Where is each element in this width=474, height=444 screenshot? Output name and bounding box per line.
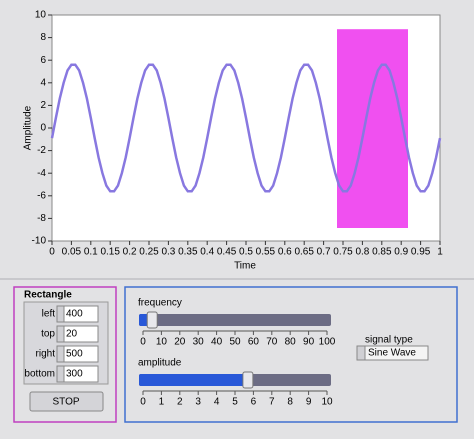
x-axis-label: Time [234, 261, 256, 272]
slider-tick-label: 1 [159, 397, 165, 408]
slider-label: amplitude [138, 358, 182, 369]
signal-type-value[interactable]: Sine Wave [368, 348, 416, 359]
field-label: left [42, 309, 56, 320]
field-value[interactable]: 400 [66, 309, 83, 320]
slider-tick-label: 60 [248, 337, 260, 348]
x-tick-label: 0.7 [317, 247, 331, 258]
slider-tick-label: 30 [193, 337, 205, 348]
x-tick-label: 0.2 [123, 247, 137, 258]
slider-tick-label: 4 [214, 397, 220, 408]
slider-tick-label: 3 [195, 397, 201, 408]
field-box[interactable] [63, 325, 99, 343]
field-value[interactable]: 500 [66, 349, 83, 360]
field-spinner[interactable] [56, 365, 65, 383]
slider-thumb[interactable] [146, 311, 158, 329]
x-tick-label: 0.4 [200, 247, 214, 258]
x-tick-label: 0.35 [178, 247, 198, 258]
ring-box[interactable] [364, 345, 429, 361]
x-tick-label: 0.55 [256, 247, 276, 258]
x-tick-label: 0.15 [100, 247, 120, 258]
x-tick-label: 0.25 [139, 247, 159, 258]
slider-thumb[interactable] [242, 371, 254, 389]
x-tick-label: 0.3 [161, 247, 175, 258]
slider-tick-label: 40 [211, 337, 223, 348]
y-tick-label: 2 [40, 100, 46, 111]
slider-tick-label: 7 [269, 397, 275, 408]
field-value[interactable]: 300 [66, 369, 83, 380]
field-box[interactable] [63, 345, 99, 363]
y-tick-label: 8 [40, 32, 46, 43]
slider-label: frequency [138, 298, 182, 309]
slider-tick-label: 0 [140, 397, 146, 408]
x-tick-label: 0.95 [411, 247, 431, 258]
field-label: right [36, 349, 56, 360]
y-tick-label: 6 [40, 55, 46, 66]
x-tick-label: 0.65 [294, 247, 314, 258]
slider-tick-label: 6 [251, 397, 257, 408]
y-axis-label: Amplitude [23, 105, 34, 150]
x-tick-label: 0.5 [239, 247, 253, 258]
rectangle-cluster [13, 286, 117, 423]
y-tick-label: 10 [35, 10, 47, 21]
y-tick-label: 4 [40, 77, 46, 88]
slider-tick-label: 10 [156, 337, 168, 348]
x-tick-label: 0.9 [394, 247, 408, 258]
signal-cluster [124, 286, 458, 423]
field-spinner[interactable] [56, 325, 65, 343]
x-tick-label: 1 [437, 247, 443, 258]
slider-tick-label: 90 [303, 337, 315, 348]
y-tick-label: 0 [40, 123, 46, 134]
y-tick-label: -10 [32, 236, 47, 247]
ring-spinner[interactable] [356, 345, 366, 361]
slider-tick-label: 100 [319, 337, 336, 348]
slider-tick-label: 20 [174, 337, 186, 348]
slider-track [139, 314, 331, 326]
stop-button[interactable] [29, 391, 104, 412]
signal-line [50, 63, 442, 193]
slider-fill [139, 374, 248, 386]
y-tick-label: -6 [37, 190, 46, 201]
field-label: bottom [24, 369, 55, 380]
slider-tick-label: 70 [266, 337, 278, 348]
slider-tick-label: 0 [140, 337, 146, 348]
slider-tick-label: 8 [287, 397, 293, 408]
y-tick-label: -4 [37, 168, 46, 179]
x-tick-label: 0 [49, 247, 55, 258]
stop-button-label[interactable]: STOP [52, 397, 79, 408]
cluster-title: Rectangle [24, 290, 72, 301]
field-spinner[interactable] [56, 305, 65, 323]
x-tick-label: 0.85 [372, 247, 392, 258]
slider-tick-label: 80 [285, 337, 297, 348]
highlight-rectangle [337, 29, 408, 229]
field-spinner[interactable] [56, 345, 65, 363]
signal-type-label: signal type [365, 335, 413, 346]
divider [0, 278, 474, 280]
y-tick-label: -8 [37, 213, 46, 224]
field-label: top [41, 329, 55, 340]
y-tick-label: -2 [37, 145, 46, 156]
x-tick-label: 0.1 [84, 247, 98, 258]
slider-tick-label: 5 [232, 397, 238, 408]
x-tick-label: 0.75 [333, 247, 353, 258]
field-box[interactable] [63, 365, 99, 383]
slider-tick-label: 9 [306, 397, 312, 408]
x-tick-label: 0.45 [217, 247, 237, 258]
field-value[interactable]: 20 [66, 329, 78, 340]
x-tick-label: 0.05 [62, 247, 82, 258]
x-tick-label: 0.8 [355, 247, 369, 258]
slider-tick-label: 50 [229, 337, 241, 348]
slider-tick-label: 10 [321, 397, 333, 408]
field-box[interactable] [63, 305, 99, 323]
slider-tick-label: 2 [177, 397, 183, 408]
x-tick-label: 0.6 [278, 247, 292, 258]
